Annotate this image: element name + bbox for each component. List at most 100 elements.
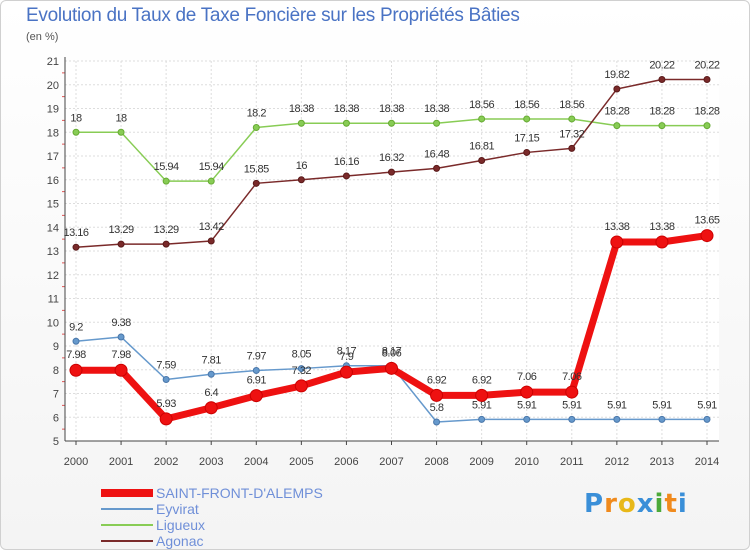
series-eyvirat: 9.2 9.38 7.59 7.81 7.97 8.05 8.17 8.17 5.8 5.91 5.… (69, 317, 718, 426)
x-tick-label: 2002 (154, 456, 178, 468)
data-point-ligueux (658, 122, 666, 130)
data-label-agonac: 20.22 (649, 60, 674, 72)
data-label-saint-front-d-alemps: 6.91 (247, 375, 267, 387)
data-label-agonac: 13.16 (63, 227, 88, 239)
data-point-saint-front-d-alemps (610, 235, 624, 249)
legend-item-agonac: Agonac (101, 533, 361, 549)
logo-letter: r (604, 489, 618, 519)
data-label-saint-front-d-alemps: 7.06 (562, 371, 582, 383)
data-point-eyvirat (658, 415, 666, 423)
legend-label: Eyvirat (156, 501, 199, 517)
x-tick-label: 2003 (199, 456, 223, 468)
data-point-agonac (568, 144, 576, 152)
logo-letter: o (617, 489, 637, 519)
data-label-eyvirat: 7.97 (247, 350, 267, 362)
x-tick-label: 2005 (289, 456, 313, 468)
data-point-ligueux (207, 177, 215, 185)
unit-label: (en %) (26, 31, 59, 43)
legend-label: SAINT-FRONT-D'ALEMPS (156, 485, 323, 501)
legend-swatch (101, 489, 153, 497)
data-point-eyvirat (478, 415, 486, 423)
data-point-agonac (658, 76, 666, 84)
data-label-agonac: 15.85 (244, 163, 269, 175)
legend-label: Agonac (156, 533, 204, 549)
x-tick-label: 2011 (560, 456, 584, 468)
data-label-ligueux: 18.38 (289, 103, 314, 115)
data-label-agonac: 17.15 (514, 132, 539, 144)
data-point-saint-front-d-alemps (700, 229, 714, 243)
y-tick-label: 20 (47, 80, 59, 92)
data-label-saint-front-d-alemps: 7.98 (111, 349, 131, 361)
data-point-eyvirat (613, 415, 621, 423)
data-point-ligueux (72, 128, 80, 136)
data-label-saint-front-d-alemps: 7.9 (340, 351, 354, 363)
y-tick-label: 15 (47, 199, 59, 211)
data-label-agonac: 13.29 (109, 224, 134, 236)
data-point-agonac (72, 243, 80, 251)
data-label-ligueux: 18.2 (247, 108, 267, 120)
data-point-saint-front-d-alemps (339, 365, 353, 379)
data-label-agonac: 16.16 (334, 156, 359, 168)
data-point-eyvirat (297, 365, 305, 373)
logo-letter: t (664, 489, 678, 519)
data-point-ligueux (162, 177, 170, 185)
y-tick-label: 10 (47, 317, 59, 329)
data-point-saint-front-d-alemps (114, 363, 128, 377)
data-point-ligueux (523, 115, 531, 123)
data-point-saint-front-d-alemps (249, 389, 263, 403)
data-point-eyvirat (523, 415, 531, 423)
series-ligueux: 18 18 15.94 15.94 18.2 18.38 18.38 18.38 18.38 18… (70, 99, 720, 185)
x-tick-label: 2008 (424, 456, 448, 468)
data-point-agonac (433, 164, 441, 172)
data-point-ligueux (568, 115, 576, 123)
data-label-agonac: 20.22 (694, 60, 719, 72)
x-tick-label: 2014 (695, 456, 719, 468)
data-point-agonac (478, 157, 486, 165)
data-label-ligueux: 18.28 (604, 106, 629, 118)
proxiti-logo: Proxiti (584, 489, 688, 519)
legend: SAINT-FRONT-D'ALEMPS Eyvirat Ligueux Agonac (101, 485, 361, 549)
data-label-eyvirat: 8.17 (337, 346, 357, 358)
data-label-ligueux: 18.38 (424, 103, 449, 115)
series-agonac: 13.16 13.29 13.29 13.42 15.85 16 16.16 16.32 16.… (63, 60, 720, 251)
data-label-eyvirat: 5.91 (697, 399, 717, 411)
data-point-saint-front-d-alemps (204, 401, 218, 415)
data-label-ligueux: 18.28 (694, 106, 719, 118)
data-label-eyvirat: 5.91 (652, 399, 672, 411)
data-label-ligueux: 15.94 (199, 161, 224, 173)
data-label-ligueux: 18.28 (649, 106, 674, 118)
data-label-eyvirat: 7.81 (202, 354, 222, 366)
x-tick-label: 2007 (379, 456, 403, 468)
logo-letter: i (654, 489, 665, 519)
data-label-ligueux: 18.56 (514, 99, 539, 111)
legend-item-saint-front-d-alemps: SAINT-FRONT-D'ALEMPS (101, 485, 361, 501)
data-point-agonac (162, 240, 170, 248)
x-tick-label: 2006 (334, 456, 358, 468)
x-tick-label: 2013 (650, 456, 674, 468)
data-point-agonac (342, 172, 350, 180)
data-label-eyvirat: 5.91 (607, 399, 627, 411)
data-label-agonac: 16.81 (469, 141, 494, 153)
data-point-saint-front-d-alemps (159, 412, 173, 426)
y-tick-label: 18 (47, 127, 59, 139)
y-tick-label: 16 (47, 175, 59, 187)
data-point-ligueux (342, 119, 350, 127)
y-tick-label: 7 (53, 389, 59, 401)
data-label-ligueux: 18.38 (334, 103, 359, 115)
data-point-eyvirat (433, 418, 441, 426)
data-label-ligueux: 18 (70, 112, 82, 124)
data-point-eyvirat (568, 415, 576, 423)
x-tick-label: 2000 (64, 456, 88, 468)
x-tick-label: 2012 (605, 456, 629, 468)
data-label-eyvirat: 8.17 (382, 346, 402, 358)
legend-swatch (101, 524, 153, 526)
data-label-saint-front-d-alemps: 6.92 (472, 374, 492, 386)
data-label-agonac: 13.29 (154, 224, 179, 236)
data-point-eyvirat (72, 337, 80, 345)
logo-letter: P (584, 489, 605, 519)
data-point-agonac (523, 148, 531, 156)
data-point-ligueux (388, 119, 395, 127)
data-label-ligueux: 15.94 (154, 161, 179, 173)
data-label-ligueux: 18.56 (559, 99, 584, 111)
